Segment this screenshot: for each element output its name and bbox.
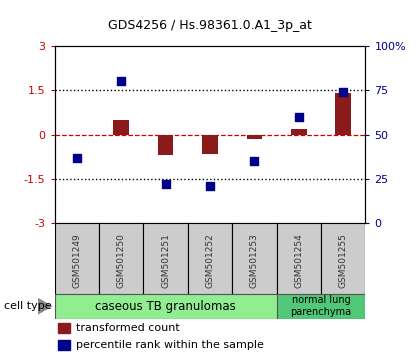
Bar	[321, 223, 365, 294]
Text: caseous TB granulomas: caseous TB granulomas	[95, 300, 236, 313]
Bar	[247, 135, 262, 139]
Bar	[232, 223, 277, 294]
Point	[74, 155, 80, 160]
Bar	[188, 223, 232, 294]
Bar	[113, 120, 129, 135]
Text: percentile rank within the sample: percentile rank within the sample	[76, 340, 264, 350]
Point	[295, 114, 302, 120]
Point	[118, 79, 125, 84]
Bar	[58, 340, 70, 350]
Bar	[143, 223, 188, 294]
Bar	[158, 135, 173, 155]
Bar	[99, 223, 143, 294]
Text: cell type: cell type	[4, 301, 52, 311]
Point	[340, 89, 346, 95]
Text: GSM501251: GSM501251	[161, 233, 170, 288]
Text: GSM501254: GSM501254	[294, 233, 303, 288]
Bar	[55, 294, 277, 319]
Point	[251, 158, 258, 164]
Bar	[55, 223, 99, 294]
Bar	[336, 93, 351, 135]
Text: GSM501250: GSM501250	[117, 233, 126, 288]
Bar	[58, 323, 70, 333]
Bar	[202, 135, 218, 154]
Bar	[277, 294, 365, 319]
Text: GDS4256 / Hs.98361.0.A1_3p_at: GDS4256 / Hs.98361.0.A1_3p_at	[108, 19, 312, 32]
Text: GSM501255: GSM501255	[339, 233, 348, 288]
Text: normal lung
parenchyma: normal lung parenchyma	[291, 295, 352, 317]
Text: transformed count: transformed count	[76, 323, 180, 333]
Text: GSM501252: GSM501252	[205, 233, 215, 288]
Text: GSM501253: GSM501253	[250, 233, 259, 288]
Polygon shape	[38, 298, 52, 315]
Bar	[291, 129, 307, 135]
Point	[207, 183, 213, 189]
Bar	[277, 223, 321, 294]
Point	[162, 181, 169, 187]
Text: GSM501249: GSM501249	[72, 233, 81, 288]
